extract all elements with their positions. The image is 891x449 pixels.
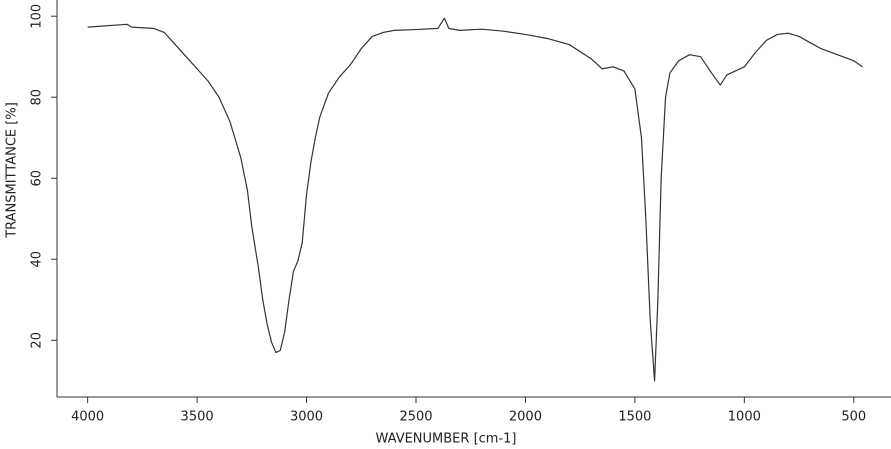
x-tick-label: 3500 [181,410,214,425]
spectrum-line [87,17,863,382]
y-tick-label: 100 [30,4,45,29]
x-tick-label: 1500 [618,410,651,425]
x-tick-label: 500 [841,410,866,425]
x-axis-label: WAVENUMBER [cm-1] [376,432,517,447]
y-tick-label: 20 [30,332,45,349]
x-tick-label: 4000 [71,410,104,425]
y-tick-label: 80 [30,89,45,106]
x-tick-label: 2500 [399,410,432,425]
y-axis-label: TRANSMITTANCE [%] [5,102,20,239]
x-tick-label: 1000 [728,410,761,425]
x-tick-label: 3000 [290,410,323,425]
x-tick-label: 2000 [509,410,542,425]
y-tick-label: 40 [30,251,45,268]
y-tick-label: 60 [30,170,45,187]
